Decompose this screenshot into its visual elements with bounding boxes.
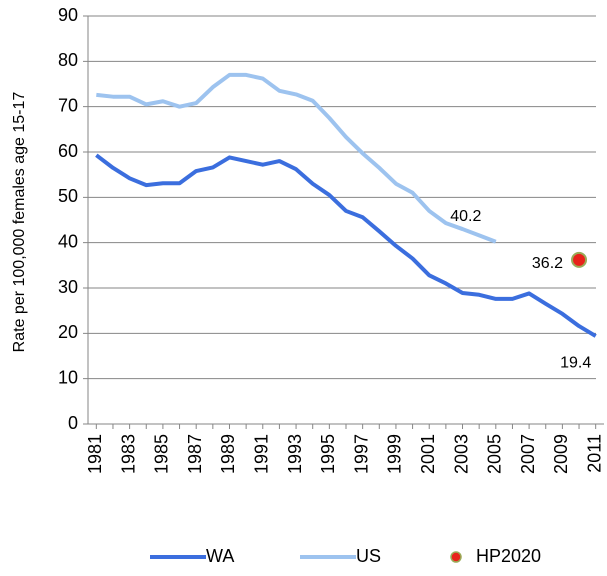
x-tick-label: 1983 [118,434,138,474]
x-tick-label: 2007 [518,434,538,474]
y-tick-label: 30 [58,277,78,297]
y-axis-label: Rate per 100,000 females age 15-17 [11,92,28,353]
data-label: 40.2 [450,208,481,225]
y-tick-label: 90 [58,5,78,25]
legend-label: HP2020 [476,546,541,566]
legend-label: WA [206,546,234,566]
data-label: 36.2 [532,255,563,272]
x-tick-label: 2005 [485,434,505,474]
x-tick-label: 1987 [185,434,205,474]
x-tick-label: 1991 [252,434,272,474]
line-series [96,72,497,244]
x-tick-label: 2011 [584,434,604,473]
x-tick-label: 2001 [418,434,438,474]
y-tick-label: 10 [58,367,78,387]
x-tick-label: 1981 [85,434,105,474]
legend-label: US [356,546,381,566]
x-tick-label: 1999 [385,434,405,474]
x-tick-label: 1997 [351,434,371,474]
y-tick-label: 20 [58,322,78,342]
x-tick-label: 2009 [551,434,571,474]
x-tick-label: 2003 [451,434,471,474]
data-label: 19.4 [560,354,591,371]
y-tick-label: 40 [58,231,78,251]
x-tick-label: 1985 [152,434,172,474]
y-tick-label: 60 [58,141,78,161]
line-series [95,153,597,338]
x-tick-label: 1989 [218,434,238,474]
legend-swatch [450,551,462,563]
x-tick-label: 1995 [318,434,338,474]
y-tick-label: 50 [58,186,78,206]
y-tick-label: 70 [58,95,78,115]
marker [571,251,588,268]
y-tick-label: 0 [68,413,78,433]
x-tick-label: 1993 [285,434,305,474]
y-tick-label: 80 [58,50,78,70]
